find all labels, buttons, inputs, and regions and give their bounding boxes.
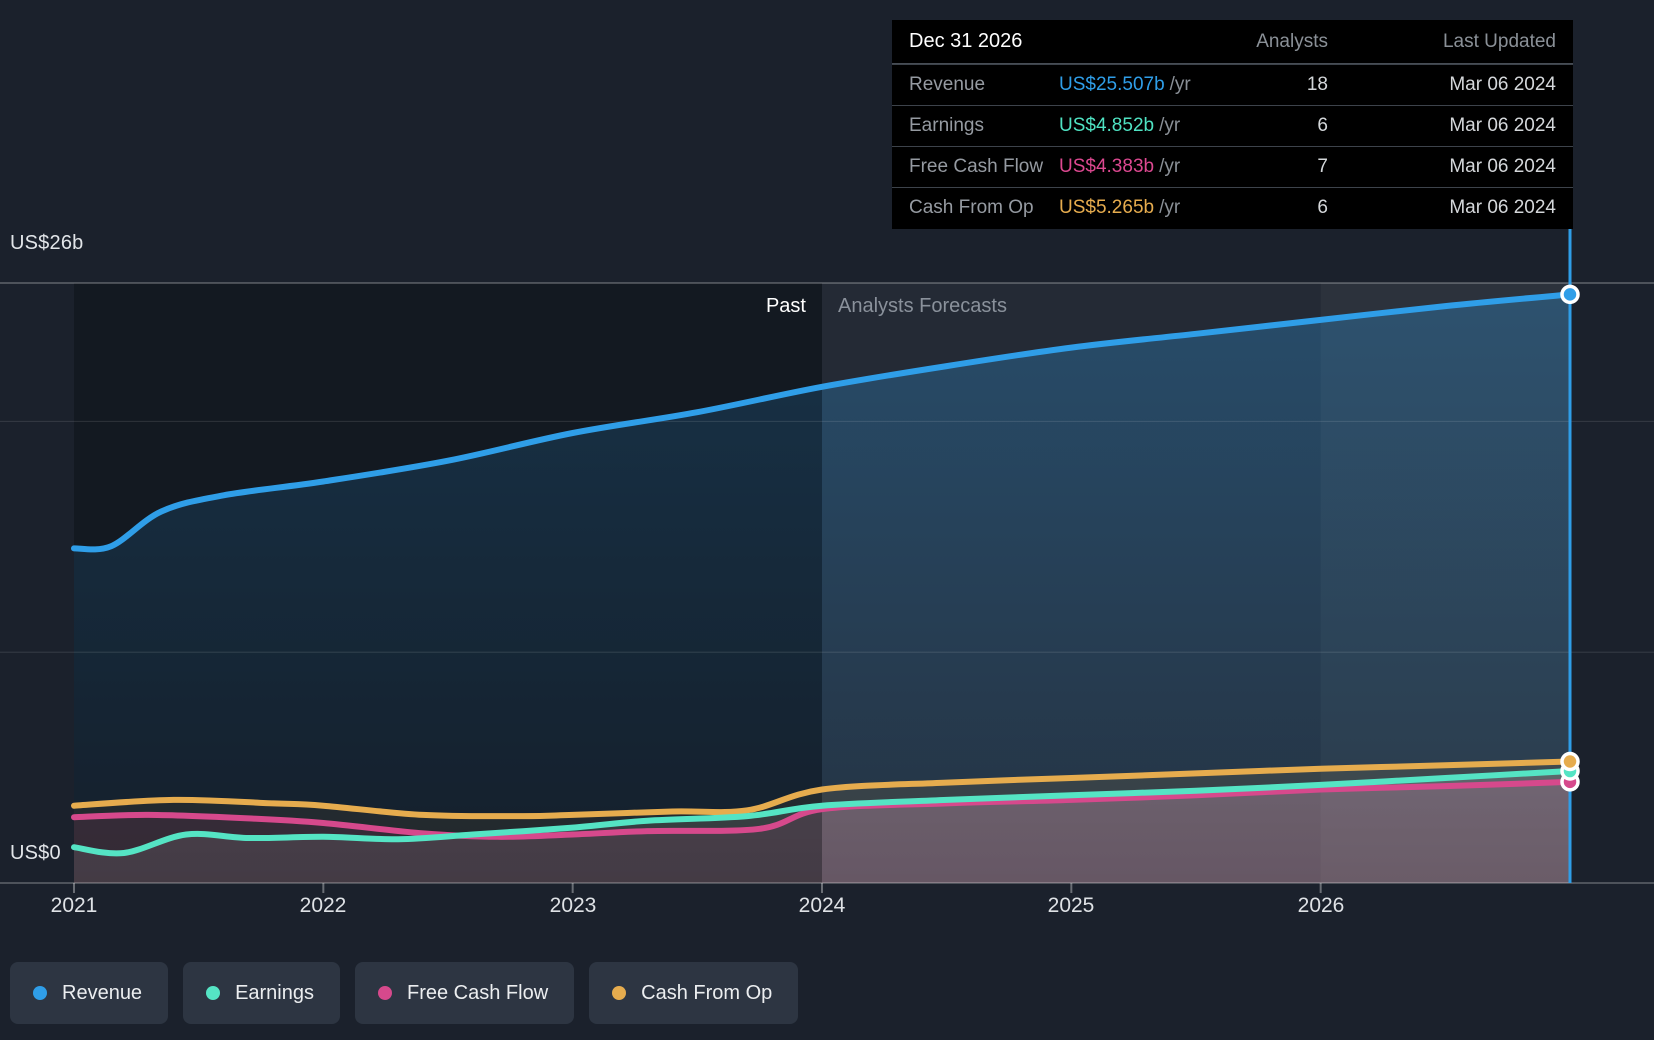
y-axis-max-label: US$26b (10, 232, 84, 254)
tooltip-row-revenue: Revenue US$25.507b/yr 18 Mar 06 2024 (892, 64, 1573, 105)
earnings-dot-icon (206, 986, 221, 1000)
analysts-count: 18 (1306, 74, 1328, 95)
tooltip-last-updated-header: Last Updated (1442, 30, 1556, 52)
value-text: US$25.507b (1059, 74, 1165, 95)
x-tick-2022: 2022 (299, 894, 347, 917)
x-tick-2021: 2021 (50, 894, 98, 917)
last-updated-date: Mar 06 2024 (1449, 156, 1556, 177)
cash-from-op-dot-icon (612, 986, 627, 1000)
y-axis-zero-label: US$0 (10, 842, 61, 864)
tooltip-analysts-header: Analysts (1256, 30, 1328, 52)
legend-item-earnings[interactable]: Earnings (183, 962, 340, 1024)
x-tick-2025: 2025 (1047, 894, 1095, 917)
tooltip-row-value: US$4.852b/yr (1059, 115, 1236, 137)
last-updated-date: Mar 06 2024 (1449, 197, 1556, 218)
legend-label: Revenue (62, 981, 143, 1004)
chart-tooltip: Dec 31 2026 Analysts Last Updated Revenu… (892, 20, 1573, 229)
legend-item-cash-from-op[interactable]: Cash From Op (589, 962, 799, 1024)
tooltip-row-label: Free Cash Flow (909, 156, 1044, 177)
value-suffix: /yr (1159, 197, 1181, 218)
tooltip-row-label: Cash From Op (909, 197, 1034, 218)
legend-item-revenue[interactable]: Revenue (10, 962, 169, 1024)
tooltip-row-value: US$25.507b/yr (1059, 74, 1236, 96)
value-suffix: /yr (1169, 74, 1191, 95)
x-tick-2024: 2024 (798, 894, 846, 917)
revenue-dot-icon (33, 986, 47, 1000)
value-text: US$5.265b (1059, 197, 1155, 218)
tooltip-header: Dec 31 2026 Analysts Last Updated (892, 20, 1573, 64)
value-suffix: /yr (1159, 115, 1181, 136)
tooltip-row-earnings: Earnings US$4.852b/yr 6 Mar 06 2024 (892, 105, 1573, 146)
value-suffix: /yr (1159, 156, 1181, 177)
tooltip-row-value: US$4.383b/yr (1059, 156, 1236, 178)
analysts-count: 7 (1317, 156, 1328, 177)
analysts-count: 6 (1317, 197, 1328, 218)
legend-label: Free Cash Flow (407, 981, 549, 1004)
analysts-count: 6 (1317, 115, 1328, 136)
tooltip-row-label: Revenue (909, 74, 986, 95)
cash-from-op-end-marker[interactable] (1560, 751, 1580, 772)
past-zone-label: Past (765, 295, 806, 317)
value-text: US$4.383b (1059, 156, 1155, 177)
chart-legend: Revenue Earnings Free Cash Flow Cash Fro… (10, 962, 799, 1024)
legend-label: Earnings (235, 981, 314, 1004)
tooltip-row-label: Earnings (909, 115, 984, 136)
free-cash-flow-dot-icon (378, 986, 392, 1000)
earnings-area (74, 771, 1570, 883)
forecast-zone-label: Analysts Forecasts (838, 295, 1007, 317)
last-updated-date: Mar 06 2024 (1449, 115, 1556, 136)
earnings-line (71, 768, 1573, 857)
past-region-overlay (74, 283, 822, 883)
tooltip-date-title: Dec 31 2026 (909, 30, 1023, 52)
tooltip-row-cash-from-op: Cash From Op US$5.265b/yr 6 Mar 06 2024 (892, 187, 1573, 228)
x-tick-2023: 2023 (549, 894, 597, 917)
revenue-end-marker[interactable] (1560, 284, 1580, 305)
revenue-line (71, 291, 1573, 553)
free-cash-flow-line (71, 778, 1573, 840)
tooltip-row-value: US$5.265b/yr (1059, 197, 1236, 219)
x-tick-2026: 2026 (1297, 894, 1345, 917)
value-text: US$4.852b (1059, 115, 1155, 136)
legend-label: Cash From Op (641, 981, 773, 1004)
tooltip-row-free-cash-flow: Free Cash Flow US$4.383b/yr 7 Mar 06 202… (892, 146, 1573, 187)
legend-item-free-cash-flow[interactable]: Free Cash Flow (355, 962, 575, 1024)
last-updated-date: Mar 06 2024 (1449, 74, 1556, 95)
revenue-area (74, 294, 1570, 883)
cash-from-op-line (71, 758, 1573, 820)
